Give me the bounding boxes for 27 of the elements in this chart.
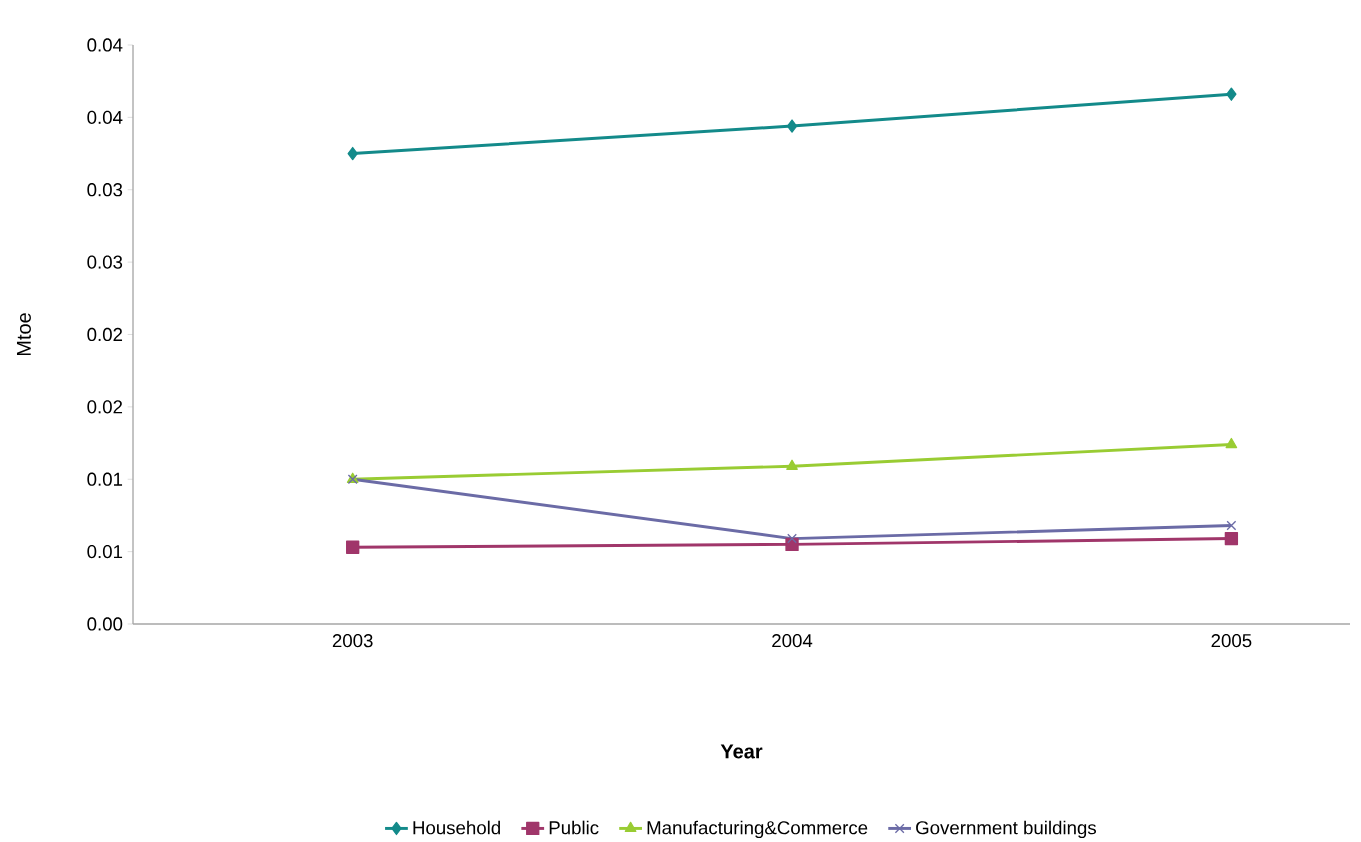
point: [1225, 438, 1238, 449]
x-tick-label: 2005: [1211, 634, 1252, 648]
x-tick-label: 2003: [332, 634, 373, 648]
legend-label: Household: [413, 820, 500, 835]
y-tick-label: 0.01: [87, 545, 123, 559]
y-tick-label: 0.04: [87, 110, 123, 125]
point: [1226, 520, 1237, 531]
point: [1226, 87, 1237, 102]
y-tick-label: 0.03: [87, 183, 123, 197]
y-tick-label: 0.01: [87, 472, 123, 487]
y-tick-label: 0.03: [87, 255, 123, 269]
y-tick-label: 0.02: [87, 400, 123, 414]
point: [786, 119, 798, 133]
point: [346, 540, 360, 555]
legend-label: Government buildings: [916, 820, 1097, 839]
point: [1224, 532, 1239, 546]
x-tick-label: 2004: [772, 634, 813, 648]
point: [786, 459, 798, 471]
point: [347, 147, 358, 161]
y-tick-label: 0.02: [87, 328, 123, 342]
point: [787, 533, 797, 544]
y-axis-title: Mtoe: [16, 313, 31, 356]
x-axis-title: Year: [720, 744, 763, 759]
legend-label: Public: [549, 820, 599, 835]
y-tick-label: 0.04: [87, 38, 123, 52]
legend-label: Manufacturing&Commerce: [647, 820, 868, 839]
y-tick-label: 0.00: [87, 617, 123, 631]
